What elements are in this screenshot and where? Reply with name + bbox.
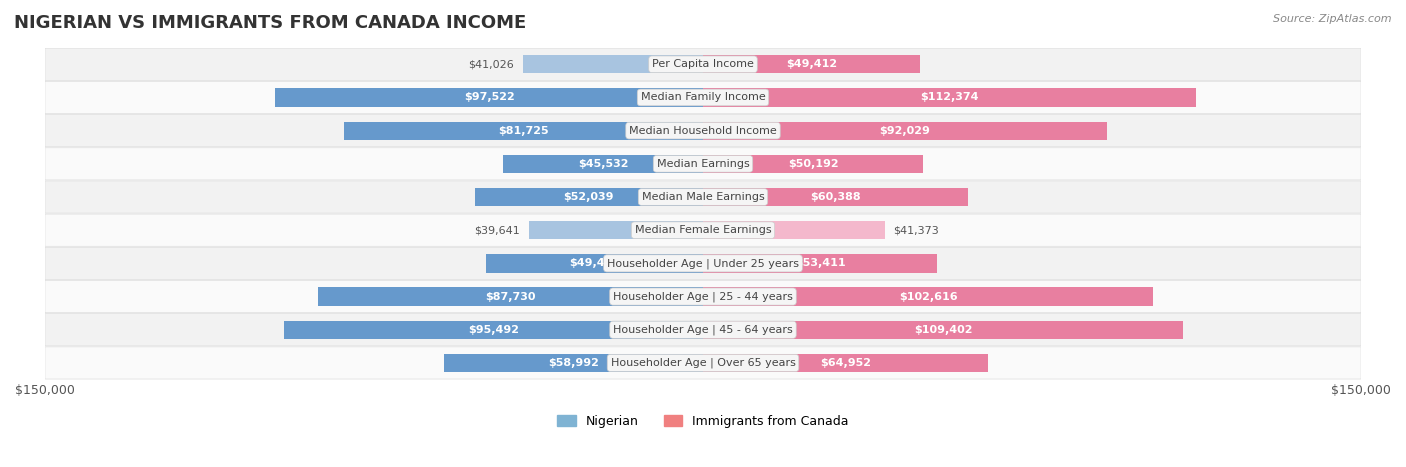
Text: $52,039: $52,039 bbox=[564, 192, 614, 202]
Text: $87,730: $87,730 bbox=[485, 291, 536, 302]
Text: Median Family Income: Median Family Income bbox=[641, 92, 765, 102]
Text: Householder Age | 45 - 64 years: Householder Age | 45 - 64 years bbox=[613, 325, 793, 335]
Text: Median Household Income: Median Household Income bbox=[628, 126, 778, 135]
Text: $41,373: $41,373 bbox=[893, 225, 939, 235]
FancyBboxPatch shape bbox=[45, 81, 1361, 113]
Bar bbox=[475, 188, 703, 206]
FancyBboxPatch shape bbox=[45, 214, 1361, 246]
FancyBboxPatch shape bbox=[45, 148, 1361, 180]
FancyBboxPatch shape bbox=[45, 281, 1361, 312]
Bar bbox=[703, 188, 967, 206]
Bar bbox=[529, 221, 703, 239]
Bar bbox=[486, 254, 703, 273]
Text: Householder Age | 25 - 44 years: Householder Age | 25 - 44 years bbox=[613, 291, 793, 302]
Text: Median Earnings: Median Earnings bbox=[657, 159, 749, 169]
Bar bbox=[703, 55, 920, 73]
Text: $97,522: $97,522 bbox=[464, 92, 515, 102]
FancyBboxPatch shape bbox=[45, 114, 1361, 147]
Text: $41,026: $41,026 bbox=[468, 59, 515, 69]
Text: NIGERIAN VS IMMIGRANTS FROM CANADA INCOME: NIGERIAN VS IMMIGRANTS FROM CANADA INCOM… bbox=[14, 14, 526, 32]
Bar bbox=[344, 121, 703, 140]
Text: $53,411: $53,411 bbox=[794, 258, 845, 269]
Text: $49,412: $49,412 bbox=[786, 59, 837, 69]
Bar bbox=[703, 321, 1182, 339]
FancyBboxPatch shape bbox=[45, 48, 1361, 80]
Text: Median Female Earnings: Median Female Earnings bbox=[634, 225, 772, 235]
Text: $50,192: $50,192 bbox=[787, 159, 838, 169]
Text: $60,388: $60,388 bbox=[810, 192, 860, 202]
FancyBboxPatch shape bbox=[45, 347, 1361, 379]
Bar bbox=[703, 155, 924, 173]
Bar bbox=[703, 354, 988, 372]
Text: Householder Age | Under 25 years: Householder Age | Under 25 years bbox=[607, 258, 799, 269]
Bar bbox=[703, 121, 1107, 140]
Text: Median Male Earnings: Median Male Earnings bbox=[641, 192, 765, 202]
Text: $45,532: $45,532 bbox=[578, 159, 628, 169]
Text: Source: ZipAtlas.com: Source: ZipAtlas.com bbox=[1274, 14, 1392, 24]
Text: $39,641: $39,641 bbox=[475, 225, 520, 235]
Bar bbox=[444, 354, 703, 372]
Bar bbox=[703, 88, 1197, 106]
Bar bbox=[703, 287, 1153, 306]
Text: $95,492: $95,492 bbox=[468, 325, 519, 335]
Text: Per Capita Income: Per Capita Income bbox=[652, 59, 754, 69]
Text: $112,374: $112,374 bbox=[921, 92, 979, 102]
FancyBboxPatch shape bbox=[45, 181, 1361, 213]
Bar bbox=[318, 287, 703, 306]
Text: $81,725: $81,725 bbox=[498, 126, 550, 135]
Text: $109,402: $109,402 bbox=[914, 325, 972, 335]
Legend: Nigerian, Immigrants from Canada: Nigerian, Immigrants from Canada bbox=[553, 410, 853, 433]
Bar bbox=[276, 88, 703, 106]
Text: $92,029: $92,029 bbox=[879, 126, 931, 135]
Bar bbox=[284, 321, 703, 339]
Text: Householder Age | Over 65 years: Householder Age | Over 65 years bbox=[610, 358, 796, 368]
Bar bbox=[703, 254, 938, 273]
Text: $58,992: $58,992 bbox=[548, 358, 599, 368]
FancyBboxPatch shape bbox=[45, 314, 1361, 346]
Bar bbox=[523, 55, 703, 73]
Bar bbox=[503, 155, 703, 173]
Text: $102,616: $102,616 bbox=[898, 291, 957, 302]
Bar bbox=[703, 221, 884, 239]
Text: $64,952: $64,952 bbox=[820, 358, 870, 368]
Text: $49,416: $49,416 bbox=[569, 258, 620, 269]
FancyBboxPatch shape bbox=[45, 248, 1361, 279]
